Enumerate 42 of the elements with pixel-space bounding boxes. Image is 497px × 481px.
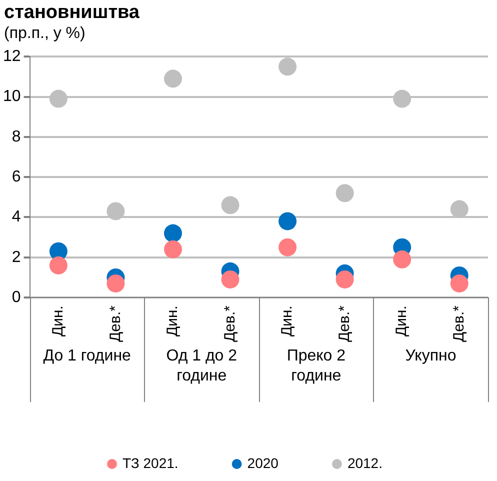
point <box>336 270 354 288</box>
y-tick-label: 6 <box>12 168 21 186</box>
point <box>450 274 468 292</box>
x-tick-label: Дев.* <box>336 305 353 342</box>
y-tick-label: 4 <box>12 208 21 226</box>
y-tick-label: 0 <box>12 288 21 306</box>
text: До 1 године <box>43 347 132 364</box>
point <box>278 212 297 230</box>
text: Од 1 до 2 године <box>166 347 238 384</box>
point <box>278 238 297 256</box>
y-tick-label: 2 <box>12 248 21 266</box>
x-tick-label: Дин. <box>278 306 296 337</box>
y-tick-label: 8 <box>12 128 21 146</box>
point <box>278 58 297 76</box>
point <box>450 200 468 218</box>
legend-label: 2012. <box>347 454 382 471</box>
x-tick-label: Дев.* <box>450 305 468 342</box>
x-tick-label: Дев.* <box>106 305 124 342</box>
x-tick-label: Дин. <box>393 306 410 337</box>
y-tick-label: 12 <box>3 48 21 66</box>
chart-title: становништва <box>4 2 140 24</box>
point <box>106 274 125 292</box>
point <box>393 90 412 108</box>
point <box>336 184 354 202</box>
point <box>106 202 125 220</box>
text: Преко 2 године <box>286 347 346 384</box>
x-tick-label: Дин. <box>50 306 67 337</box>
x-tick-label: Дин. <box>164 306 182 337</box>
point <box>393 250 412 268</box>
y-tick-label: 10 <box>3 88 21 106</box>
legend-label: 2020 <box>247 454 279 471</box>
point <box>221 270 240 288</box>
point <box>164 240 182 258</box>
point <box>49 256 68 274</box>
point <box>49 90 68 108</box>
chart-subtitle: (пр.п., у %) <box>4 24 86 44</box>
point <box>164 70 182 88</box>
legend-label: ТЗ 2021. <box>122 454 178 471</box>
x-tick-label: Дев.* <box>221 305 238 342</box>
point <box>164 224 182 242</box>
point <box>221 196 240 214</box>
text: Укупно <box>405 347 456 364</box>
